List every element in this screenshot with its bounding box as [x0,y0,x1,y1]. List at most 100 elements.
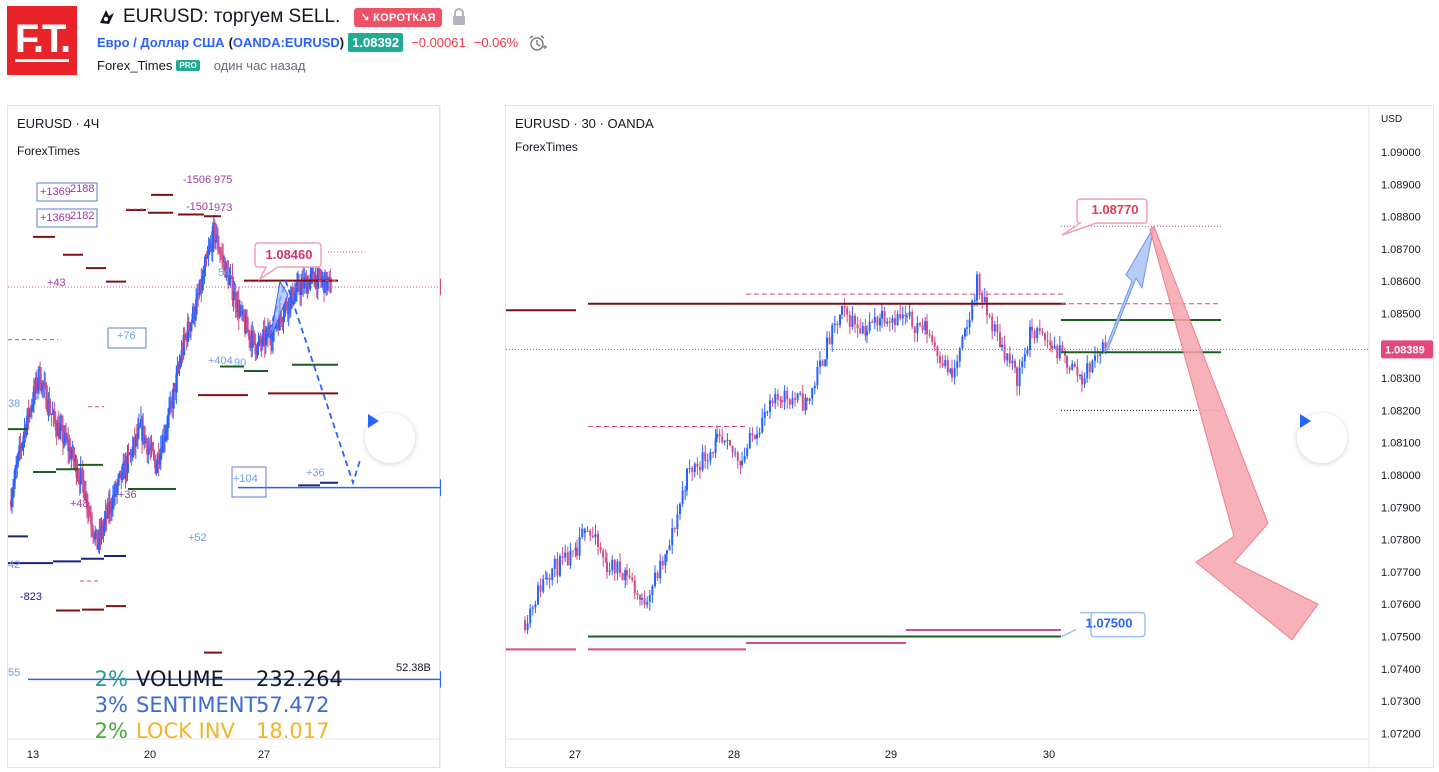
candle-body [761,417,764,433]
candle-body [843,306,846,308]
candle-body [143,425,146,444]
candle-body [228,277,231,286]
candle-body [103,519,107,527]
candle-body [204,258,207,266]
candle-body [608,570,611,573]
candle-body [866,331,868,336]
candle-body [1038,328,1041,332]
candle-body [44,382,47,386]
candle-body [213,222,217,243]
candle-body [65,432,68,441]
chart-annotation: +76 [117,330,136,342]
symbol-code-open: ( [228,35,233,50]
candle-body [159,447,163,460]
right-chart-subtitle: ForexTimes [515,140,578,154]
candle-body [993,324,996,332]
candle-body [232,298,236,301]
candle-body [216,235,220,250]
candle-body [116,485,119,492]
candle-body [846,307,849,315]
candle-body [721,436,724,443]
candle-body [559,556,561,576]
candle-body [613,559,616,574]
candle-body [771,400,774,404]
y-tick-label: 1.09000 [1381,147,1421,159]
left-chart-subtitle: ForexTimes [17,144,80,158]
candle-body [45,385,48,409]
author-name[interactable]: Forex_Times [97,58,173,73]
play-icon [1300,414,1311,428]
candle-body [848,314,851,327]
right-chart-panel[interactable]: USD 1.09000 1.08900 1.08800 1.08700 1.08600 1.… [505,105,1435,769]
candle-body [628,575,631,578]
x-tick-label: 29 [885,749,897,761]
symbol-name-link[interactable]: Евро / Доллар США [97,35,225,50]
candle-body [275,325,278,329]
y-tick-label: 1.08600 [1381,276,1421,288]
candle-body [187,321,191,331]
left-chart-panel[interactable]: USD1.100001.095001.090001.085001.080001.… [7,105,441,769]
right-chart-canvas[interactable]: USD 1.09000 1.08900 1.08800 1.08700 1.08600 1.… [506,106,1435,769]
candle-body [688,467,691,469]
candle-body [636,593,639,596]
alarm-clock-icon[interactable] [528,34,548,52]
candle-body [621,572,624,581]
candle-body [190,319,194,324]
x-tick-label: 27 [258,749,270,761]
lock-icon [452,8,466,26]
candle-body [207,250,211,255]
candle-body [813,385,816,389]
candle-body [110,509,114,511]
symbol-code-link[interactable]: OANDA:EURUSD [232,35,340,50]
candle-body [856,324,859,329]
candle-body [32,386,36,405]
chart-annotation: 52.38B [396,662,431,674]
candle-body [769,400,771,412]
candle-body [756,434,758,439]
author-logo[interactable]: F.T. [7,6,77,75]
candle-body [195,298,198,315]
candle-body [13,479,16,490]
candle-body [542,579,545,592]
candle-body [716,433,718,439]
symbol-code-close: ) [339,35,345,50]
candle-body [537,585,539,605]
candle-body [879,318,881,326]
candle-body [1091,360,1094,373]
candle-body [526,623,529,631]
candle-body [22,435,25,444]
candle-body [67,440,70,452]
candle-body [639,595,641,600]
candle-body [1023,354,1026,362]
candle-body [1026,349,1029,355]
candle-body [261,334,265,346]
candle-body [796,393,799,400]
candle-body [147,447,150,455]
chart-annotation: -823 [20,591,42,603]
candle-body [151,444,154,451]
candle-body [671,528,674,546]
left-chart-canvas[interactable]: USD1.100001.095001.090001.085001.080001.… [8,106,441,769]
candle-body [219,252,222,255]
candle-body [148,447,151,450]
forecast-arrow [269,280,289,340]
candle-body [329,277,332,293]
symbol-row: Евро / Доллар США (OANDA:EURUSD) 1.08392… [97,33,548,52]
candle-body [242,310,246,321]
candle-body [289,294,293,310]
candle-body [723,440,726,443]
play-replay-button-right[interactable] [1297,413,1347,463]
candle-body [524,620,526,631]
candle-body [111,495,115,510]
candle-body [883,310,886,324]
play-replay-button[interactable] [365,413,415,463]
candle-body [584,531,586,534]
candle-body [831,325,834,345]
candle-body [949,368,952,373]
candle-body [991,316,994,332]
stat-volume: 2% VOLUME 232.264 [68,667,343,693]
candle-body [1046,340,1049,342]
candle-body [783,390,786,403]
candle-body [1029,326,1031,350]
x-tick-label: 20 [144,749,156,761]
